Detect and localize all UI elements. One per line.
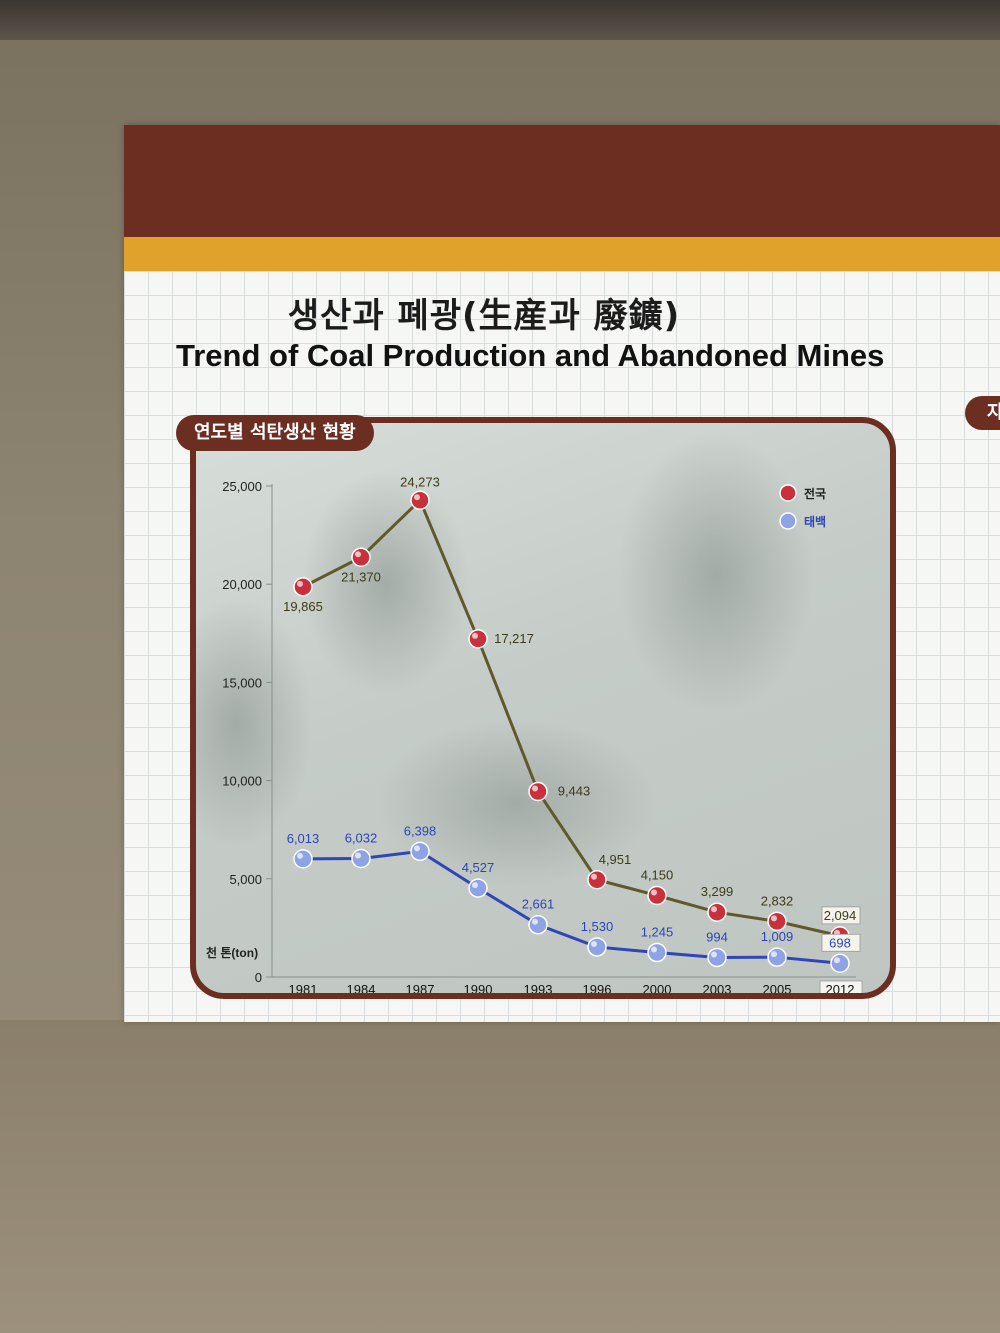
poster-title-english: Trend of Coal Production and Abandoned M… xyxy=(176,338,885,373)
taebaek-point xyxy=(647,942,667,963)
national-point-highlight xyxy=(591,873,597,880)
taebaek-point xyxy=(707,947,727,968)
taebaek-point-highlight xyxy=(651,946,657,953)
national-data-label-box xyxy=(821,906,861,925)
national-data-label: 2,832 xyxy=(761,893,794,908)
national-point xyxy=(293,577,313,597)
national-point-highlight xyxy=(711,906,717,913)
background-photo xyxy=(196,423,890,993)
y-tick-label: 0 xyxy=(255,970,262,985)
x-tick-label: 2000 xyxy=(643,982,672,993)
side-tab: 자 xyxy=(965,396,1000,430)
taebaek-data-label: 1,245 xyxy=(641,925,674,940)
national-data-label: 4,150 xyxy=(641,867,674,882)
national-data-label: 24,273 xyxy=(400,474,440,489)
taebaek-point xyxy=(830,953,850,974)
taebaek-point xyxy=(293,849,313,869)
taebaek-data-label: 1,530 xyxy=(581,919,614,934)
national-data-label: 3,299 xyxy=(701,884,734,899)
national-point xyxy=(528,781,548,802)
national-data-label: 21,370 xyxy=(341,569,381,584)
legend-label-taebaek: 태백 xyxy=(804,514,826,529)
national-data-label: 4,951 xyxy=(599,852,632,867)
taebaek-point-highlight xyxy=(711,951,717,958)
legend-marker-national xyxy=(779,484,797,502)
x-tick-label: 1990 xyxy=(464,982,493,993)
y-tick-label: 10,000 xyxy=(222,774,262,789)
header-band xyxy=(124,125,1000,237)
taebaek-data-label: 994 xyxy=(706,929,728,944)
national-point xyxy=(410,490,430,511)
taebaek-data-label: 6,032 xyxy=(345,831,378,846)
wall xyxy=(0,1020,1000,1333)
national-data-label: 2,094 xyxy=(824,908,857,923)
y-axis-label: 천 톤(ton) xyxy=(206,945,258,960)
x-tick-label: 1987 xyxy=(406,982,435,993)
taebaek-point-highlight xyxy=(355,852,361,859)
taebaek-data-label: 698 xyxy=(829,935,851,950)
poster-title-korean: 생산과 폐광(生産과 廢鑛) xyxy=(287,296,681,336)
taebaek-point-highlight xyxy=(414,845,420,852)
national-point xyxy=(468,629,488,649)
national-point xyxy=(707,902,727,922)
chart-title-tab: 연도별 석탄생산 현황 xyxy=(176,415,374,451)
accent-band xyxy=(124,237,1000,271)
x-tick-label: 2012 xyxy=(826,982,855,993)
national-point-highlight xyxy=(297,580,303,587)
line-chart: 0 5,000 10,000 15,000 20,000 25,000 천 톤(ton) 19… xyxy=(206,474,863,993)
taebaek-point xyxy=(767,947,787,967)
taebaek-point xyxy=(587,937,607,957)
national-data-label: 19,865 xyxy=(283,599,323,614)
taebaek-point-highlight xyxy=(591,940,597,947)
national-point xyxy=(767,911,787,932)
national-point xyxy=(647,885,667,906)
taebaek-point-highlight xyxy=(297,852,303,859)
national-point-highlight xyxy=(651,889,657,896)
national-point-highlight xyxy=(532,785,538,792)
taebaek-point-highlight xyxy=(532,918,538,925)
y-tick-label: 25,000 xyxy=(222,479,262,494)
taebaek-point xyxy=(468,878,488,898)
taebaek-data-label: 1,009 xyxy=(761,929,794,944)
taebaek-point-highlight xyxy=(771,951,777,958)
y-tick-label: 20,000 xyxy=(222,577,262,592)
y-tick-label: 15,000 xyxy=(222,675,262,690)
y-tick-label: 5,000 xyxy=(229,872,262,887)
taebaek-data-label: 6,013 xyxy=(287,831,320,846)
x-tick-label: 1993 xyxy=(524,982,553,993)
x-tick-label: 2005 xyxy=(763,982,792,993)
taebaek-point-highlight xyxy=(472,882,478,889)
national-data-label: 17,217 xyxy=(494,631,534,646)
national-point-highlight xyxy=(355,551,361,558)
legend-marker-taebaek xyxy=(779,512,797,530)
taebaek-data-label: 4,527 xyxy=(462,860,495,875)
frame-top xyxy=(0,0,1000,40)
taebaek-data-label: 2,661 xyxy=(522,897,555,912)
taebaek-point xyxy=(528,914,548,935)
national-point-highlight xyxy=(414,494,420,501)
national-point-highlight xyxy=(472,632,478,639)
x-tick-label: 1984 xyxy=(347,982,376,993)
x-tick-label: 1996 xyxy=(583,982,612,993)
national-point-highlight xyxy=(771,915,777,922)
taebaek-data-label-box xyxy=(821,933,861,952)
taebaek-series-line xyxy=(302,849,841,965)
taebaek-point xyxy=(351,848,371,869)
legend-label-national: 전국 xyxy=(804,486,826,501)
national-point xyxy=(351,547,371,568)
chart-frame: 0 5,000 10,000 15,000 20,000 25,000 천 톤(ton) 19… xyxy=(190,417,896,999)
national-series-line xyxy=(302,498,841,938)
taebaek-data-label: 6,398 xyxy=(404,823,437,838)
x-tick-label: 2003 xyxy=(703,982,732,993)
x-tick-label-box xyxy=(819,980,863,993)
poster-panel: 생산과 폐광(生産과 廢鑛) Trend of Coal Production … xyxy=(124,125,1000,1022)
taebaek-point xyxy=(410,841,430,862)
national-data-label: 9,443 xyxy=(558,784,591,799)
x-tick-label: 1981 xyxy=(289,982,318,993)
taebaek-point-highlight xyxy=(834,957,840,964)
national-point xyxy=(587,870,607,890)
